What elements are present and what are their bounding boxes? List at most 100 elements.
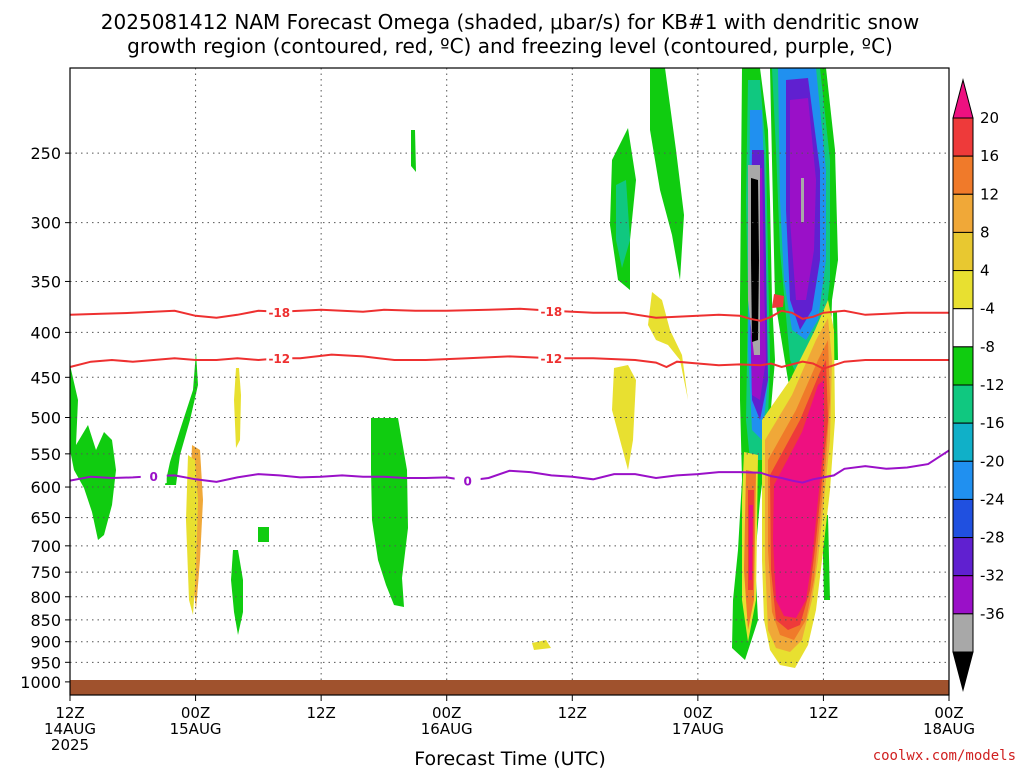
contour-label: -12 — [268, 352, 290, 366]
x-tick-label: 14AUG — [44, 720, 96, 738]
y-tick-label: 850 — [30, 611, 61, 630]
colorbar-bottom-arrow — [952, 651, 974, 692]
omega-region — [801, 178, 804, 222]
colorbar-label: 20 — [980, 109, 999, 127]
colorbar-label: -28 — [980, 529, 1005, 547]
omega-region — [186, 455, 198, 615]
omega-region — [773, 380, 824, 618]
x-tick-label: 00Z — [683, 704, 712, 722]
omega-region — [612, 365, 636, 470]
temperature-contours: -18 -18 -12 -12 0 0 — [69, 302, 950, 489]
y-tick-label: 800 — [30, 588, 61, 607]
y-tick-label: 900 — [30, 633, 61, 652]
colorbar-label: 4 — [980, 262, 990, 280]
contour-label-bg — [538, 302, 565, 318]
y-tick-label: 350 — [30, 272, 61, 291]
colorbar-segment — [952, 270, 974, 310]
omega-region — [70, 365, 116, 540]
colorbar-segment — [952, 613, 974, 653]
x-tick-label: 15AUG — [170, 720, 222, 738]
credit-label: coolwx.com/models — [873, 748, 1016, 764]
omega-region — [751, 178, 759, 342]
contour-line — [69, 449, 950, 484]
colorbar-label: -16 — [980, 414, 1005, 432]
colorbar-segment — [952, 460, 974, 500]
colorbar-segment — [952, 575, 974, 615]
colorbar-segment — [952, 193, 974, 233]
omega-region — [648, 292, 688, 400]
omega-region — [616, 180, 630, 268]
contour-label-bg — [266, 303, 293, 319]
y-tick-label: 300 — [30, 214, 61, 233]
x-tick-label: 17AUG — [672, 720, 724, 738]
omega-region — [772, 294, 784, 308]
colorbar-segment — [952, 117, 974, 157]
contour-label-bg — [538, 350, 565, 366]
contour-label-bg — [454, 472, 481, 488]
omega-region — [833, 312, 838, 360]
omega-region — [231, 550, 243, 635]
x-axis-label: Forecast Time (UTC) — [414, 748, 605, 768]
colorbar-label: -36 — [980, 605, 1005, 623]
colorbar-label: -4 — [980, 300, 995, 318]
omega-region — [411, 130, 416, 172]
x-tick-label: 16AUG — [421, 720, 473, 738]
contour-label-bg — [266, 350, 293, 366]
x-tick-label: 18AUG — [923, 720, 975, 738]
x-tick-label: 00Z — [432, 704, 461, 722]
colorbar-segment — [952, 231, 974, 272]
contour-label: 0 — [463, 475, 471, 489]
colorbar-segment — [952, 155, 974, 195]
colorbar-label: -32 — [980, 567, 1005, 585]
colorbar-label: -24 — [980, 490, 1005, 508]
omega-region — [234, 368, 241, 448]
y-tick-label: 650 — [30, 509, 61, 528]
contour-line — [69, 307, 949, 322]
y-axis-ticks: 250 300 350 400 450 500 550 600 650 700 750 800 850 9… — [20, 144, 70, 692]
contour-label: -12 — [541, 352, 563, 366]
omega-region — [258, 527, 269, 542]
colorbar-top-arrow — [952, 78, 974, 119]
y-tick-label: 700 — [30, 537, 61, 556]
chart-title-line1: 2025081412 NAM Forecast Omega (shaded, μ… — [101, 10, 919, 34]
contour-line — [69, 353, 949, 370]
colorbar-segment — [952, 308, 974, 348]
x-tick-label: 12Z — [55, 704, 84, 722]
colorbar-label: -20 — [980, 452, 1005, 470]
colorbar-label: 8 — [980, 223, 990, 241]
colorbar-segment — [952, 422, 974, 462]
colorbar: 20 16 12 8 4 -4 -8 -12 -16 -20 -24 -28 -32 -36 — [952, 78, 1005, 692]
x-tick-label: 12Z — [809, 704, 838, 722]
contour-label: 0 — [150, 470, 158, 484]
colorbar-segment — [952, 498, 974, 539]
colorbar-label: 12 — [980, 185, 999, 203]
colorbar-label: -8 — [980, 338, 995, 356]
x-tick-label: 00Z — [934, 704, 963, 722]
contour-label-bg — [140, 468, 167, 484]
colorbar-label: 16 — [980, 147, 999, 165]
y-tick-label: 750 — [30, 563, 61, 582]
y-tick-label: 950 — [30, 653, 61, 672]
colorbar-segment — [952, 384, 974, 424]
contour-label: -18 — [541, 305, 563, 319]
colorbar-label: -12 — [980, 376, 1005, 394]
y-tick-label: 450 — [30, 368, 61, 387]
plot-frame — [69, 67, 950, 696]
y-tick-label: 250 — [30, 144, 61, 163]
y-tick-label: 1000 — [20, 673, 61, 692]
y-tick-label: 400 — [30, 323, 61, 342]
x-tick-label: 12Z — [306, 704, 335, 722]
omega-region — [650, 68, 684, 280]
y-tick-label: 500 — [30, 408, 61, 427]
x-tick-label: 00Z — [181, 704, 210, 722]
colorbar-segment — [952, 537, 974, 577]
omega-region — [165, 352, 198, 485]
omega-region — [371, 418, 408, 607]
omega-region — [749, 505, 753, 580]
x-tick-label: 12Z — [558, 704, 587, 722]
chart-title-line2: growth region (contoured, red, ºC) and f… — [127, 34, 893, 58]
y-tick-label: 600 — [30, 478, 61, 497]
contour-label: -18 — [268, 306, 290, 320]
colorbar-segment — [952, 346, 974, 386]
